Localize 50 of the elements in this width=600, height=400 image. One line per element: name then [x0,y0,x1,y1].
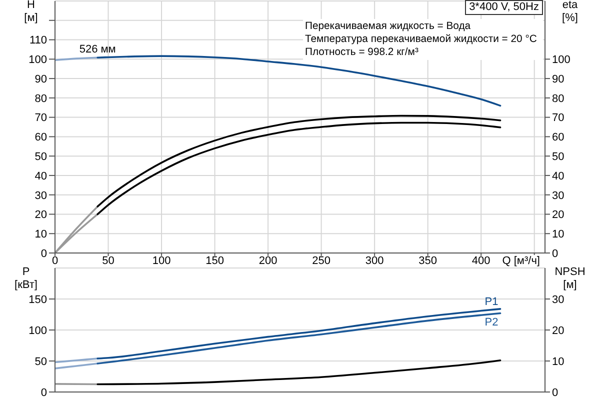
y-tick-label: 70 [34,112,47,124]
y2-tick-label: 90 [552,73,564,86]
x-tick-label: 250 [312,254,330,267]
x-tick-label: 400 [472,254,490,267]
annotation: Температура перекачиваемой жидкости = 20 °C [305,33,538,46]
y-tick-label: 50 [34,150,47,163]
y2-tick-label: 40 [552,170,564,182]
y-tick-label: 90 [34,73,47,86]
y-tick-label: 60 [34,132,47,144]
y-tick-label: 30 [34,190,47,202]
x-tick-label: 100 [152,254,171,267]
y-tick-label: 0 [40,386,47,399]
y2-tick-label: 20 [552,324,564,337]
y-tick-label: 100 [28,54,47,66]
y2-tick-label: 10 [552,228,564,241]
x-tick-label: 50 [102,254,114,267]
y2-tick-label: 50 [552,150,564,163]
annotation: Плотность = 998.2 кг/м³ [305,46,420,59]
x-tick-label: 300 [365,254,384,267]
y2-tick-label: 10 [552,356,564,368]
y2-tick-label: 80 [552,92,564,105]
chart-title: 3*400 V, 50Hz [465,0,543,15]
series-label: 526 мм [79,44,116,56]
y2-tick-label: 60 [552,132,564,144]
x-tick-label: 200 [258,254,278,267]
x-axis-title: Q [м³/ч] [502,255,540,268]
x-tick-label: 150 [206,254,224,267]
y-axis-title: H [м] [24,0,38,25]
y-axis-title: P [кВт] [14,266,38,292]
y-tick-label: 100 [28,324,47,337]
y-tick-label: 40 [34,170,47,182]
y2-tick-label: 0 [552,386,558,399]
y-tick-label: 150 [28,294,47,306]
y2-tick-label: 70 [552,112,564,124]
y2-tick-label: 100 [552,54,570,66]
y2-axis-title: NPSH [м] [554,266,586,292]
y2-tick-label: 30 [552,294,564,306]
y-tick-label: 80 [34,92,47,105]
series-label: P1 [484,296,498,308]
y-tick-label: 20 [34,209,47,222]
x-tick-label: 350 [418,254,438,267]
series-label: P2 [484,316,498,328]
annotation: Перекачиваемая жидкость = Вода [305,20,472,33]
y2-tick-label: 30 [552,190,564,202]
y-tick-label: 50 [34,356,47,368]
y-tick-label: 10 [34,228,47,241]
y-tick-label: 110 [29,34,47,47]
y2-axis-title: eta [%] [562,0,578,25]
y2-tick-label: 20 [552,209,564,222]
x-tick-label: 0 [52,254,58,267]
